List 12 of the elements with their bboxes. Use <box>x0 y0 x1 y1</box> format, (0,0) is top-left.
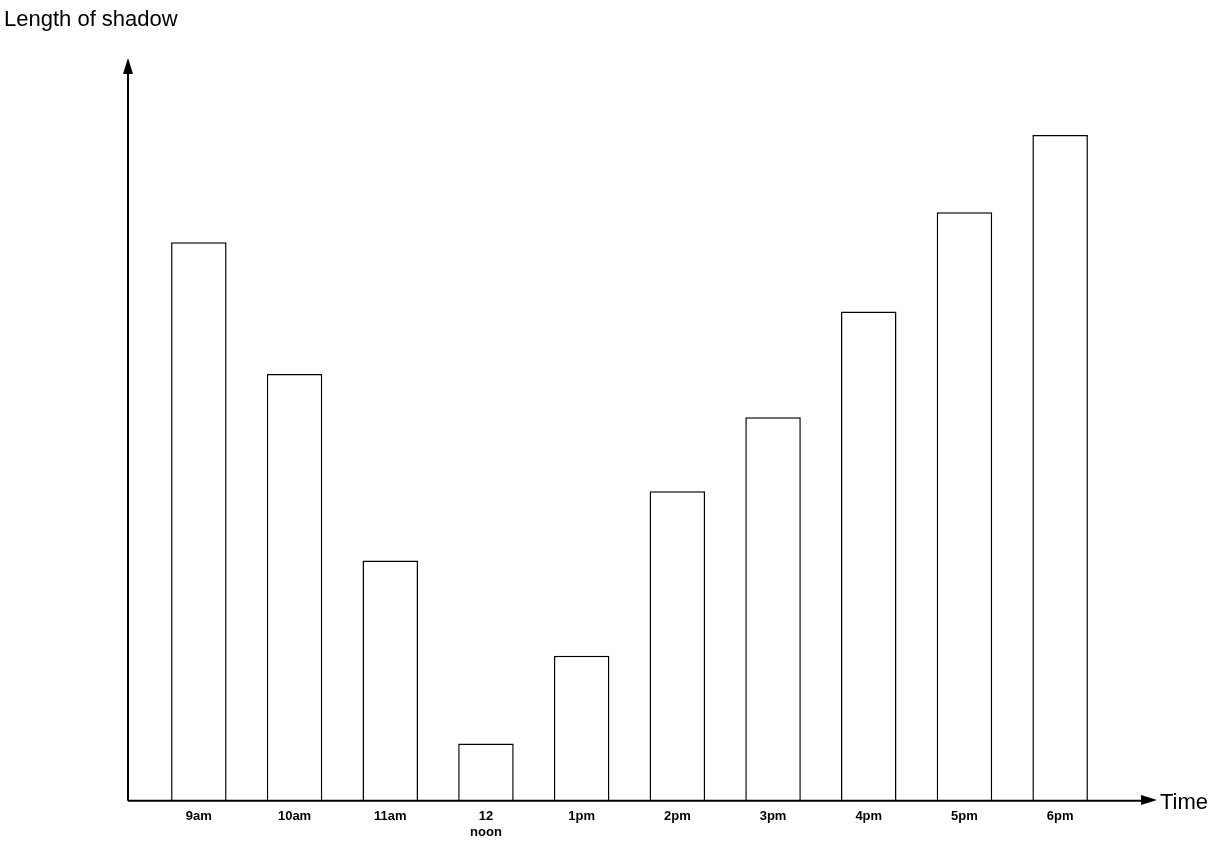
x-tick-label: 4pm <box>855 808 883 824</box>
x-tick-label: 11am <box>373 808 407 824</box>
x-tick-label: 10am <box>277 808 312 824</box>
x-tick-label: 12 noon <box>470 808 502 839</box>
x-tick-label: 5pm <box>951 808 978 824</box>
x-tick-label: 9am <box>185 808 212 824</box>
y-axis-title: Length of shadow <box>4 6 178 32</box>
x-tick-label: 6pm <box>1046 808 1074 824</box>
x-tick-label: 3pm <box>759 808 787 824</box>
x-axis-title: Time <box>1160 788 1209 814</box>
x-tick-label: 2pm <box>663 808 691 824</box>
x-tick-label: 1pm <box>568 808 596 824</box>
